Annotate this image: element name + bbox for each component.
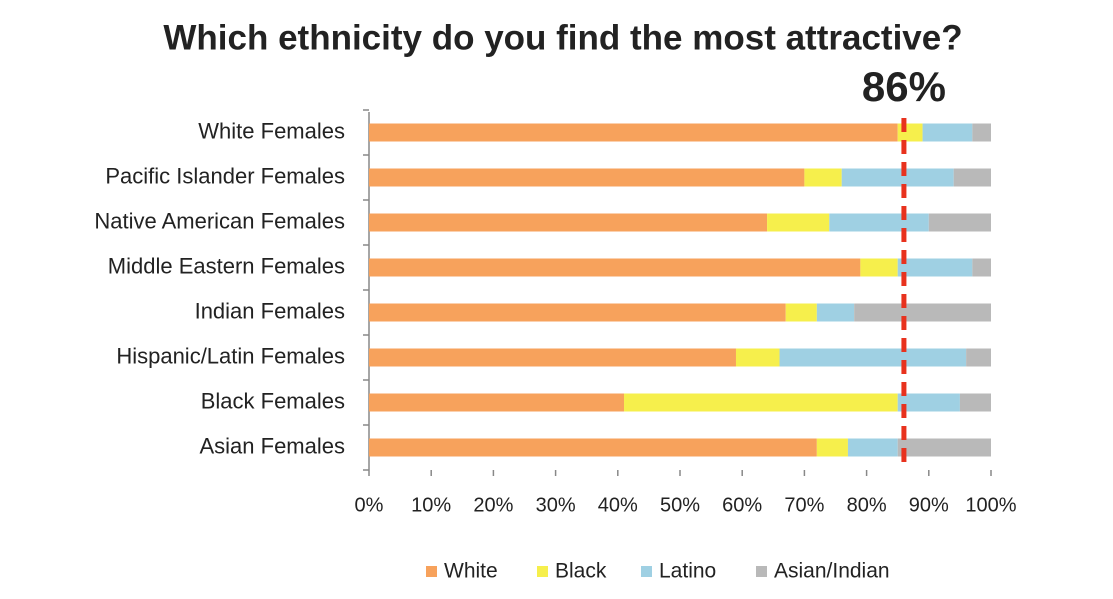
bar-segment — [369, 438, 817, 457]
x-tick-label: 40% — [598, 494, 638, 516]
bar-segment — [779, 348, 967, 367]
bar-segment — [897, 438, 991, 457]
x-tick-label: 10% — [411, 494, 451, 516]
bar-segment — [804, 168, 842, 187]
x-tick-label: 50% — [660, 494, 700, 516]
bar-segment — [369, 168, 805, 187]
legend-swatch — [426, 566, 437, 577]
category-label: Indian Females — [195, 298, 345, 323]
bar-segment — [369, 303, 786, 322]
legend-label: Latino — [659, 560, 716, 583]
annotation-label: 86% — [862, 63, 946, 110]
bar-segment — [816, 303, 855, 322]
category-label: Hispanic/Latin Females — [116, 343, 345, 368]
x-tick-label: 80% — [847, 494, 887, 516]
x-tick-label: 60% — [722, 494, 762, 516]
bar-segment — [953, 168, 991, 187]
bar-segment — [735, 348, 780, 367]
category-label: Asian Females — [199, 433, 345, 458]
bar-segment — [860, 258, 898, 277]
bar-segment — [928, 213, 991, 232]
legend-label: Asian/Indian — [774, 560, 890, 583]
x-tick-label: 90% — [909, 494, 949, 516]
category-label: Native American Females — [94, 208, 345, 233]
legend-swatch — [756, 566, 767, 577]
x-tick-label: 0% — [355, 494, 384, 516]
x-tick-label: 70% — [784, 494, 824, 516]
legend-swatch — [641, 566, 652, 577]
bar-segment — [767, 213, 830, 232]
bar-segment — [966, 348, 991, 367]
bar-segment — [624, 393, 898, 412]
bar-segment — [897, 393, 960, 412]
bar-segment — [369, 258, 861, 277]
bar-segment — [369, 348, 736, 367]
bar-segment — [816, 438, 848, 457]
category-label: Pacific Islander Females — [105, 163, 345, 188]
bar-segment — [854, 303, 991, 322]
bar-segment — [847, 438, 898, 457]
legend-label: White — [444, 560, 498, 583]
x-tick-label: 100% — [965, 494, 1016, 516]
x-tick-label: 30% — [536, 494, 576, 516]
chart-title: Which ethnicity do you find the most att… — [163, 18, 962, 57]
bar-segment — [841, 168, 954, 187]
bar-segment — [369, 393, 625, 412]
bar-segment — [959, 393, 991, 412]
bar-segment — [972, 123, 991, 142]
bar-segment — [369, 213, 768, 232]
bar-segment — [897, 258, 973, 277]
bar-segment — [972, 258, 991, 277]
bar-segment — [829, 213, 929, 232]
bar-segment — [922, 123, 973, 142]
legend-label: Black — [555, 560, 607, 583]
bar-segment — [785, 303, 817, 322]
legend-swatch — [537, 566, 548, 577]
bar-segment — [369, 123, 898, 142]
category-label: Black Females — [201, 388, 345, 413]
category-label: Middle Eastern Females — [108, 253, 345, 278]
x-tick-label: 20% — [473, 494, 513, 516]
category-label: White Females — [198, 118, 345, 143]
